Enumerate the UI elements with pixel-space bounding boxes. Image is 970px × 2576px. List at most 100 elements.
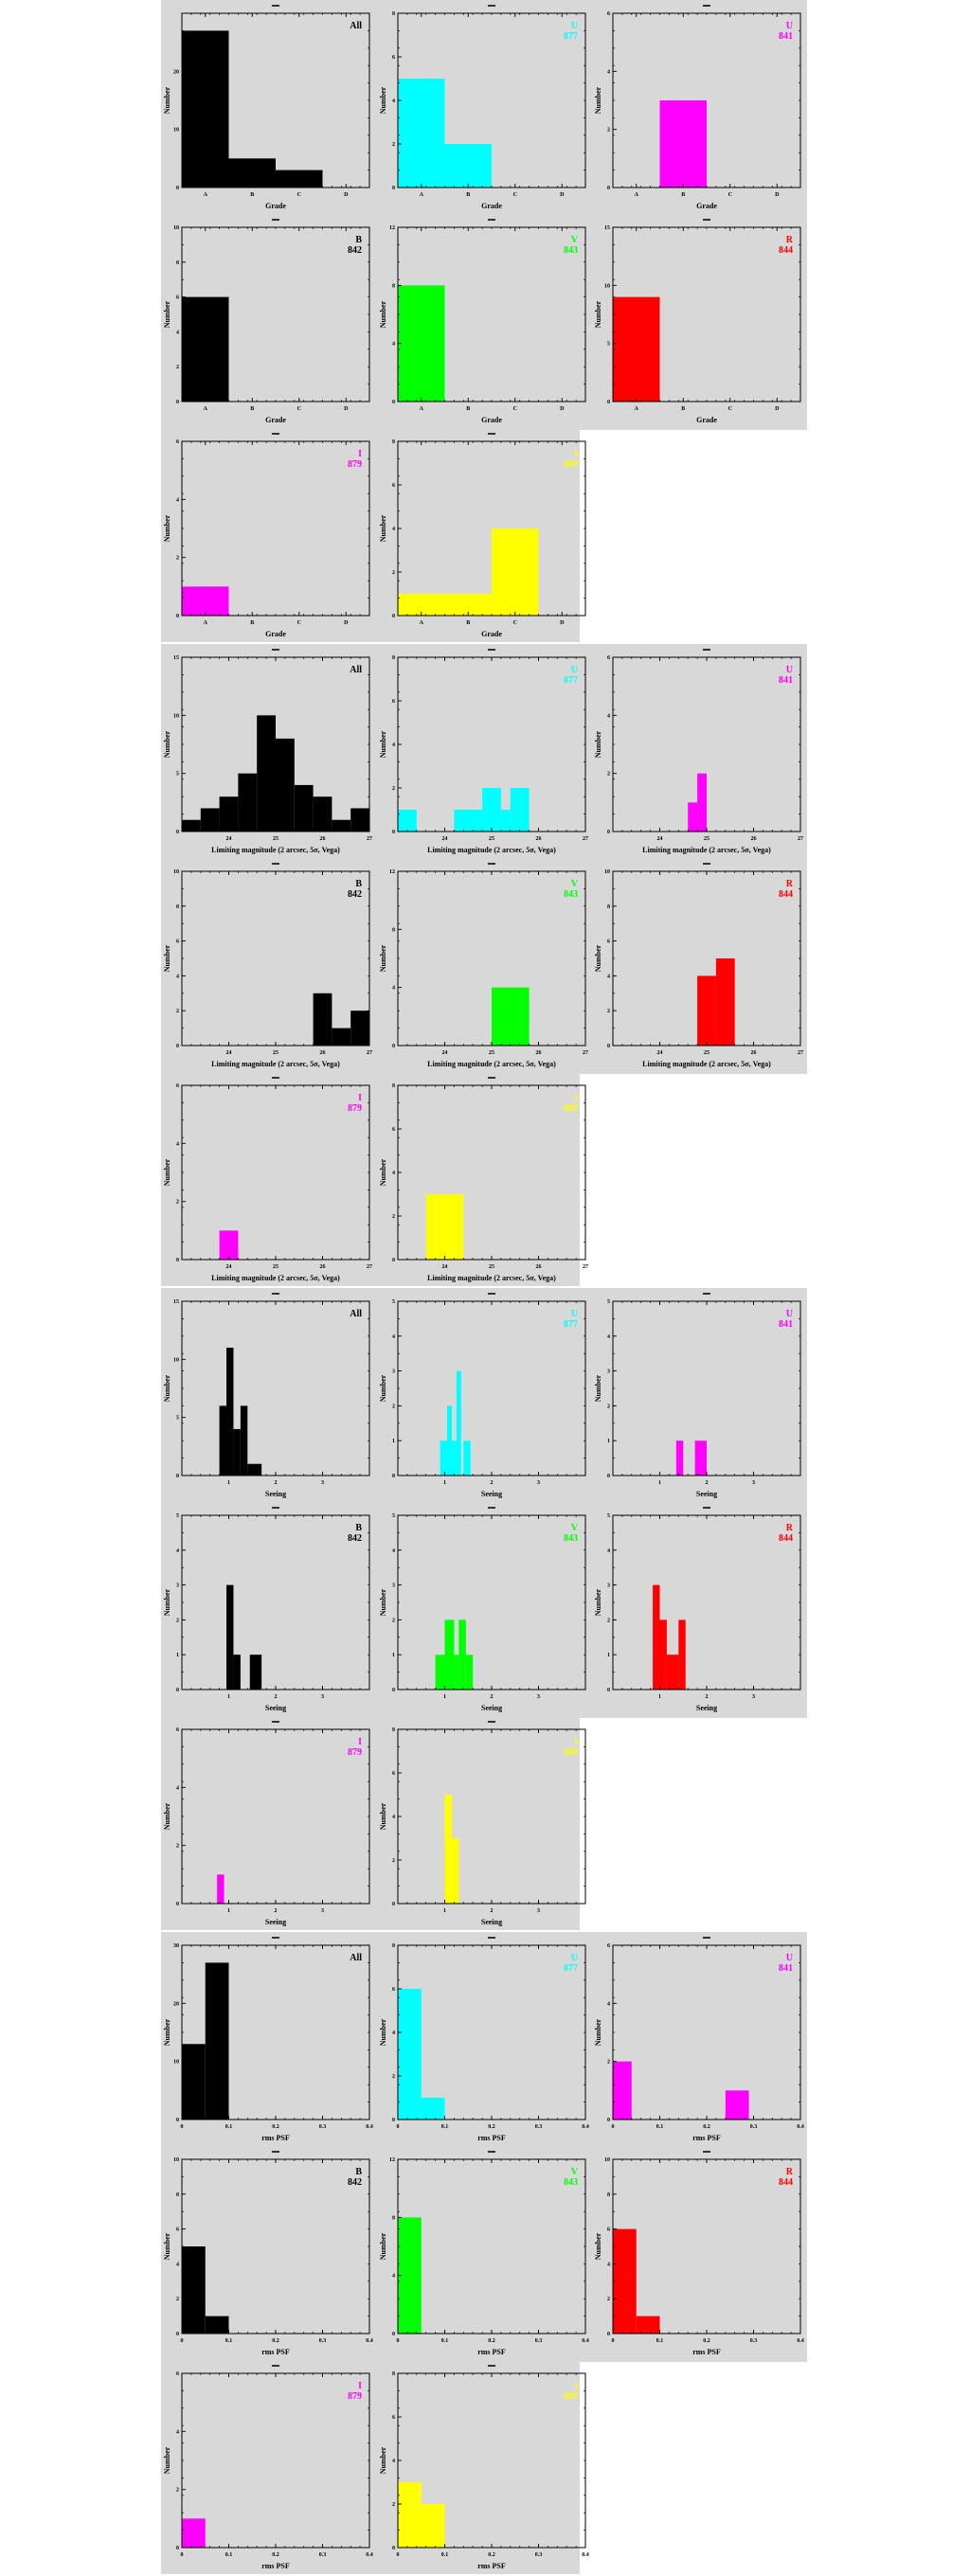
panel-filter-id: 880: [564, 1747, 578, 1758]
y-tick-label: 12: [389, 225, 395, 231]
histogram-bar: [350, 808, 369, 832]
panel-top-mark: [272, 649, 279, 651]
x-axis-label: Grade: [481, 630, 502, 638]
y-tick-label: 2: [176, 1009, 179, 1014]
panel-filter-label: R: [786, 2167, 794, 2177]
histogram-bar: [444, 1619, 455, 1690]
y-tick-label: 15: [604, 225, 610, 231]
histogram-bar: [276, 170, 323, 188]
x-tick-label: A: [204, 406, 208, 412]
y-tick-label: 2: [392, 142, 395, 148]
panel-top-mark: [272, 433, 279, 435]
panel-filter-id: 844: [779, 245, 793, 256]
x-axis-label: Seeing: [481, 1918, 502, 1926]
y-tick-label: 3: [392, 1369, 395, 1375]
y-tick-label: 0: [176, 2546, 179, 2551]
y-tick-label: 0: [176, 1474, 179, 1479]
y-axis-label: Number: [594, 944, 602, 972]
plot-frame: [181, 1728, 370, 1905]
x-tick-label: 24: [226, 1050, 232, 1056]
histogram-panel-limiting-magnitude-r-844: 24 25 26 27 0 2 4 6 8 10 Limiting magnitude (2 arc…: [594, 860, 806, 1072]
x-tick-label: 27: [367, 1050, 372, 1056]
x-tick-label: 0.3: [319, 2338, 327, 2344]
x-tick-label: C: [728, 192, 732, 198]
x-tick-label: 24: [442, 836, 448, 842]
y-axis-label: Number: [163, 514, 171, 542]
y-tick-label: 6: [392, 1771, 395, 1777]
histogram-panel-grade-v-843: A B C D 0 4 8 12 Grade Number V 843: [379, 216, 591, 428]
histogram-bar: [421, 2504, 445, 2548]
x-tick-label: 25: [273, 1264, 278, 1270]
histogram-bar: [492, 528, 539, 616]
x-axis-label: Limiting magnitude (2 arcsec, 5σ, Vega): [211, 1274, 340, 1282]
y-tick-label: 2: [392, 1214, 395, 1220]
x-axis-label: Seeing: [265, 1490, 286, 1498]
y-axis-label: Number: [163, 2018, 171, 2046]
x-tick-label: B: [250, 620, 254, 626]
panel-top-mark: [703, 2151, 710, 2153]
x-tick-label: 1: [443, 1694, 446, 1700]
y-axis-label: Number: [594, 1588, 602, 1616]
histogram-bar: [398, 2482, 422, 2548]
x-tick-label: B: [681, 406, 685, 412]
panel-filter-label: U: [571, 21, 578, 31]
histogram-bar: [240, 1405, 248, 1476]
y-tick-label: 6: [392, 2415, 395, 2421]
histogram-bar: [636, 2316, 660, 2334]
plot-frame: [397, 1728, 586, 1905]
x-tick-label: 3: [537, 1694, 540, 1700]
histogram-panel-rms-psf-i-879: 0 0.1 0.2 0.3 0.4 0 2 4 6 rms PSF Number I 879: [163, 2362, 375, 2574]
histogram-bar: [421, 2098, 445, 2120]
histogram-bar: [313, 796, 332, 832]
y-tick-label: 4: [607, 2001, 610, 2007]
y-tick-label: 6: [607, 2227, 610, 2233]
x-tick-label: 25: [489, 1264, 494, 1270]
x-tick-label: 0.3: [535, 2124, 543, 2130]
x-tick-label: D: [560, 406, 565, 412]
y-tick-label: 4: [392, 1171, 395, 1176]
histogram-bar: [715, 958, 735, 1046]
y-tick-label: 8: [176, 260, 179, 266]
y-tick-label: 6: [176, 2371, 179, 2377]
x-tick-label: 1: [658, 1694, 661, 1700]
plot-frame: [397, 1514, 586, 1690]
histogram-panel-grade-i-880: A B C D 0 2 4 6 8 Grade Number I 880: [379, 430, 591, 642]
y-tick-label: 2: [176, 2488, 179, 2494]
panel-filter-id: 879: [348, 2391, 362, 2402]
panel-top-mark: [272, 1293, 279, 1295]
x-tick-label: 0: [397, 2338, 400, 2344]
y-tick-label: 4: [607, 2262, 610, 2267]
x-tick-label: 2: [491, 1908, 494, 1914]
x-tick-label: 0: [181, 2124, 184, 2130]
x-tick-label: D: [344, 406, 349, 412]
histogram-bar: [398, 79, 445, 188]
x-tick-label: 1: [443, 1480, 446, 1486]
x-tick-label: 25: [489, 1050, 494, 1056]
y-tick-label: 0: [607, 1474, 610, 1479]
x-tick-label: C: [513, 192, 517, 198]
x-tick-label: 0: [612, 2124, 615, 2130]
histogram-bar: [444, 144, 492, 188]
x-tick-label: 3: [321, 1694, 324, 1700]
panel-filter-label: All: [350, 665, 362, 675]
y-tick-label: 6: [176, 1083, 179, 1089]
histogram-bar: [458, 1619, 466, 1690]
panel-filter-id: 844: [779, 889, 793, 900]
y-tick-label: 8: [392, 655, 395, 661]
y-tick-label: 6: [607, 655, 610, 661]
y-tick-label: 10: [173, 1357, 179, 1363]
histogram-panel-rms-psf-all: 0 0.1 0.2 0.3 0.4 0 10 20 30 rms PSF Number All: [163, 1934, 375, 2146]
histogram-bar: [398, 810, 417, 832]
x-tick-label: 3: [752, 1480, 755, 1486]
y-tick-label: 6: [392, 55, 395, 61]
y-tick-label: 4: [176, 330, 179, 335]
plot-frame: [397, 1944, 586, 2120]
y-axis-label: Number: [163, 730, 171, 758]
x-tick-label: 27: [583, 1050, 588, 1056]
panel-filter-label: U: [786, 1309, 793, 1319]
